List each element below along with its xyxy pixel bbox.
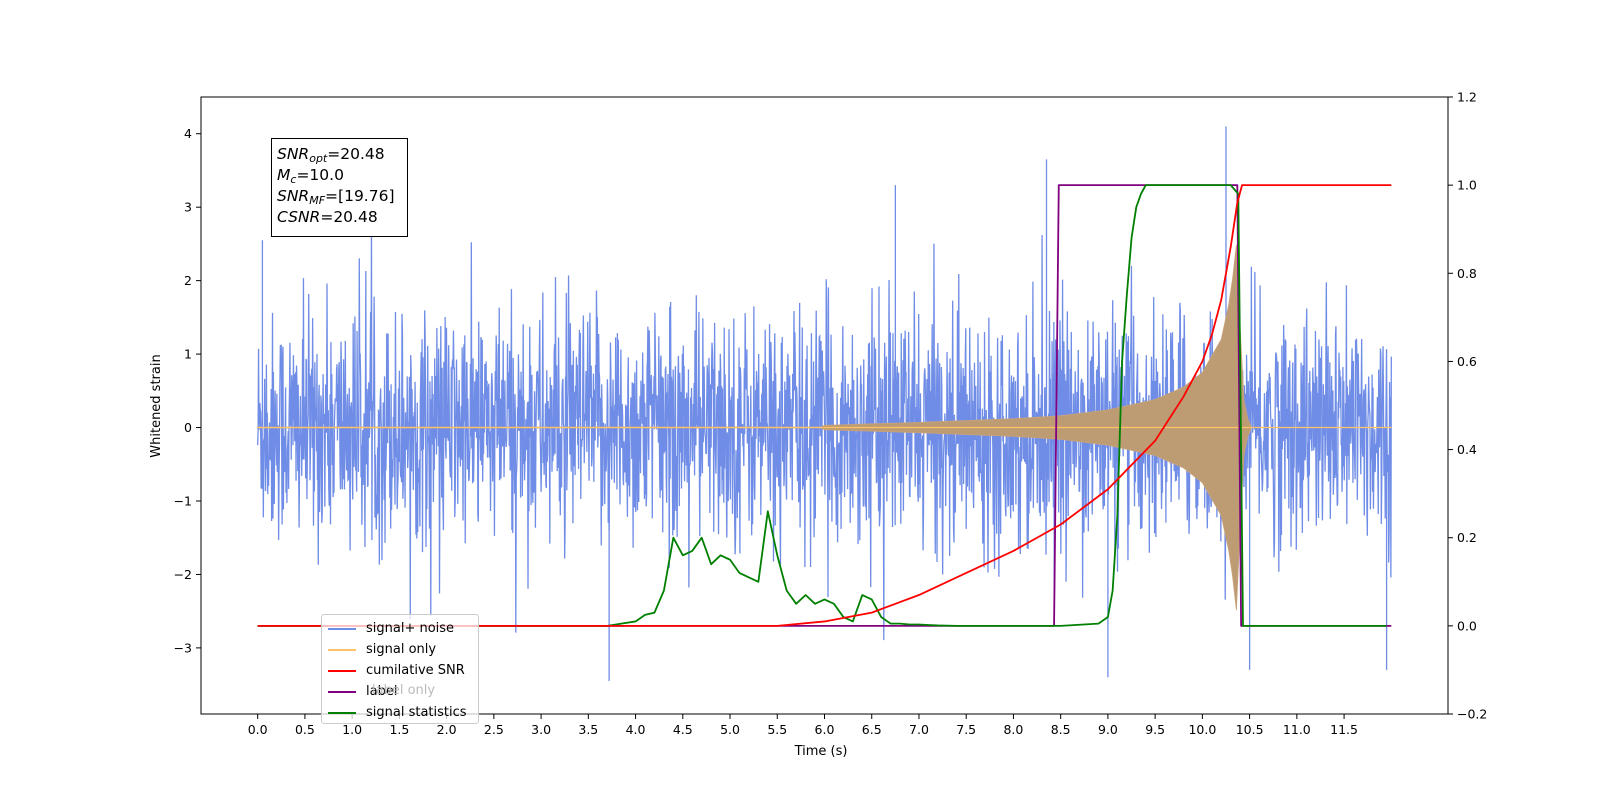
legend-item-signal-noise: signal+ noise — [328, 618, 478, 639]
snr-annotation-box: SNRopt=20.48 Mc=10.0 SNRMF=[19.76] CSNR=… — [271, 138, 408, 237]
x-tick-label: 4.0 — [626, 722, 646, 737]
x-tick-label: 5.0 — [720, 722, 740, 737]
legend-label-signal-only: signal only — [366, 642, 437, 657]
x-tick-label: 10.0 — [1188, 722, 1216, 737]
y-tick-label: 4 — [184, 126, 192, 141]
x-tick-label: 5.5 — [767, 722, 787, 737]
legend-swatch-signal-statistics — [328, 711, 356, 714]
y2-tick-label: 1.2 — [1457, 90, 1477, 105]
signal-series-layer — [257, 244, 1392, 611]
y2-tick-label: 0.8 — [1457, 266, 1477, 281]
cumulative-snr-line — [257, 184, 1392, 627]
legend-swatch-label — [328, 690, 356, 693]
x-tick-label: 6.0 — [815, 722, 835, 737]
x-tick-label: 4.5 — [673, 722, 693, 737]
y-tick-label: 2 — [184, 273, 192, 288]
x-tick-label: 10.5 — [1236, 722, 1264, 737]
legend-item-signal-statistics: signal statistics — [328, 702, 478, 723]
x-tick-label: 9.5 — [1145, 722, 1165, 737]
legend-swatch-cumulative-snr — [328, 669, 356, 672]
x-tick-label: 9.0 — [1098, 722, 1118, 737]
y-tick-label: 3 — [184, 200, 192, 215]
y-tick-label: −1 — [174, 493, 192, 508]
chirp-mass-annotation: Mc=10.0 — [277, 166, 344, 186]
legend-item-cumulative-snr: cumilative SNR — [328, 660, 478, 681]
y-tick-label: −3 — [174, 640, 192, 655]
legend-swatch-signal-noise — [328, 627, 356, 630]
legend-label-signal-noise: signal+ noise — [366, 621, 455, 636]
y2-tick-label: 0.6 — [1457, 354, 1477, 369]
x-tick-label: 7.0 — [909, 722, 929, 737]
x-tick-label: 0.0 — [248, 722, 268, 737]
x-tick-label: 11.5 — [1330, 722, 1358, 737]
x-tick-label: 3.0 — [531, 722, 551, 737]
y2-tick-label: 0.2 — [1457, 530, 1477, 545]
overlay-lines-layer — [257, 184, 1392, 627]
x-tick-label: 3.5 — [578, 722, 598, 737]
x-tick-label: 8.0 — [1003, 722, 1023, 737]
legend-label-label: label — [366, 684, 398, 699]
csnr-annotation: CSNR=20.48 — [277, 208, 378, 226]
y2-tick-label: 1.0 — [1457, 178, 1477, 193]
legend-swatch-signal-only — [328, 648, 356, 651]
x-tick-label: 1.5 — [389, 722, 409, 737]
snr-opt-annotation: SNRopt=20.48 — [277, 145, 385, 165]
legend: signal+ noise signal only cumilative SNR… — [321, 614, 479, 724]
y-axis-left: −3 −2 −1 0 1 2 3 4 — [174, 126, 201, 655]
x-tick-label: 8.5 — [1051, 722, 1071, 737]
legend-item-label: label label only — [328, 681, 478, 702]
legend-item-signal-only: signal only — [328, 639, 478, 660]
x-tick-label: 1.0 — [342, 722, 362, 737]
y-axis-right: −0.2 0.0 0.2 0.4 0.6 0.8 1.0 1.2 — [1448, 90, 1487, 722]
legend-label-cumulative-snr: cumilative SNR — [366, 663, 465, 678]
y2-tick-label: 0.0 — [1457, 618, 1477, 633]
legend-ghost-text: label only — [372, 683, 436, 698]
y-tick-label: 1 — [184, 347, 192, 362]
x-tick-label: 2.0 — [437, 722, 457, 737]
y-tick-label: 0 — [184, 420, 192, 435]
y-tick-label: −2 — [174, 567, 192, 582]
x-tick-label: 0.5 — [295, 722, 315, 737]
x-axis-label: Time (s) — [794, 744, 848, 759]
x-axis: 0.0 0.5 1.0 1.5 2.0 2.5 3.0 3.5 4.0 4.5 5.0 5.5 6.0 6… — [248, 714, 1358, 737]
x-tick-label: 6.5 — [862, 722, 882, 737]
y2-tick-label: 0.4 — [1457, 442, 1477, 457]
snr-mf-annotation: SNRMF=[19.76] — [277, 187, 395, 207]
y-axis-label: Whitened strain — [149, 354, 164, 457]
x-tick-label: 2.5 — [484, 722, 504, 737]
x-tick-label: 11.0 — [1283, 722, 1311, 737]
legend-label-signal-statistics: signal statistics — [366, 705, 467, 720]
x-tick-label: 7.5 — [956, 722, 976, 737]
signal-statistics-line — [257, 184, 1387, 627]
y2-tick-label: −0.2 — [1457, 707, 1487, 722]
